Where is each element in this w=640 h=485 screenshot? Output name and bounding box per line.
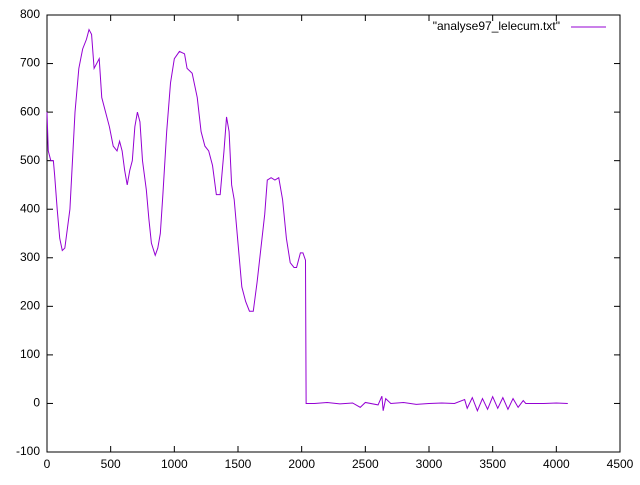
y-tick-label: 400 — [20, 201, 40, 215]
x-tick-label: 3500 — [479, 457, 506, 471]
x-tick-label: 2500 — [352, 457, 379, 471]
y-tick-label: 200 — [20, 299, 40, 313]
y-tick-label: 600 — [20, 104, 40, 118]
y-tick-label: 0 — [33, 396, 40, 410]
x-tick-label: 1500 — [225, 457, 252, 471]
x-tick-label: 1000 — [161, 457, 188, 471]
x-tick-label: 4000 — [543, 457, 570, 471]
x-tick-label: 0 — [44, 457, 51, 471]
x-tick-label: 4500 — [607, 457, 634, 471]
y-tick-label: 300 — [20, 250, 40, 264]
y-tick-label: 100 — [20, 347, 40, 361]
y-tick-label: -100 — [16, 444, 40, 458]
x-tick-label: 3000 — [416, 457, 443, 471]
x-tick-label: 500 — [101, 457, 121, 471]
y-tick-label: 500 — [20, 153, 40, 167]
legend-label: "analyse97_lelecum.txt" — [433, 19, 560, 33]
data-line — [46, 28, 568, 413]
y-tick-label: 800 — [20, 7, 40, 21]
y-tick-label: 700 — [20, 56, 40, 70]
x-tick-label: 2000 — [288, 457, 315, 471]
plot-border — [46, 14, 621, 453]
